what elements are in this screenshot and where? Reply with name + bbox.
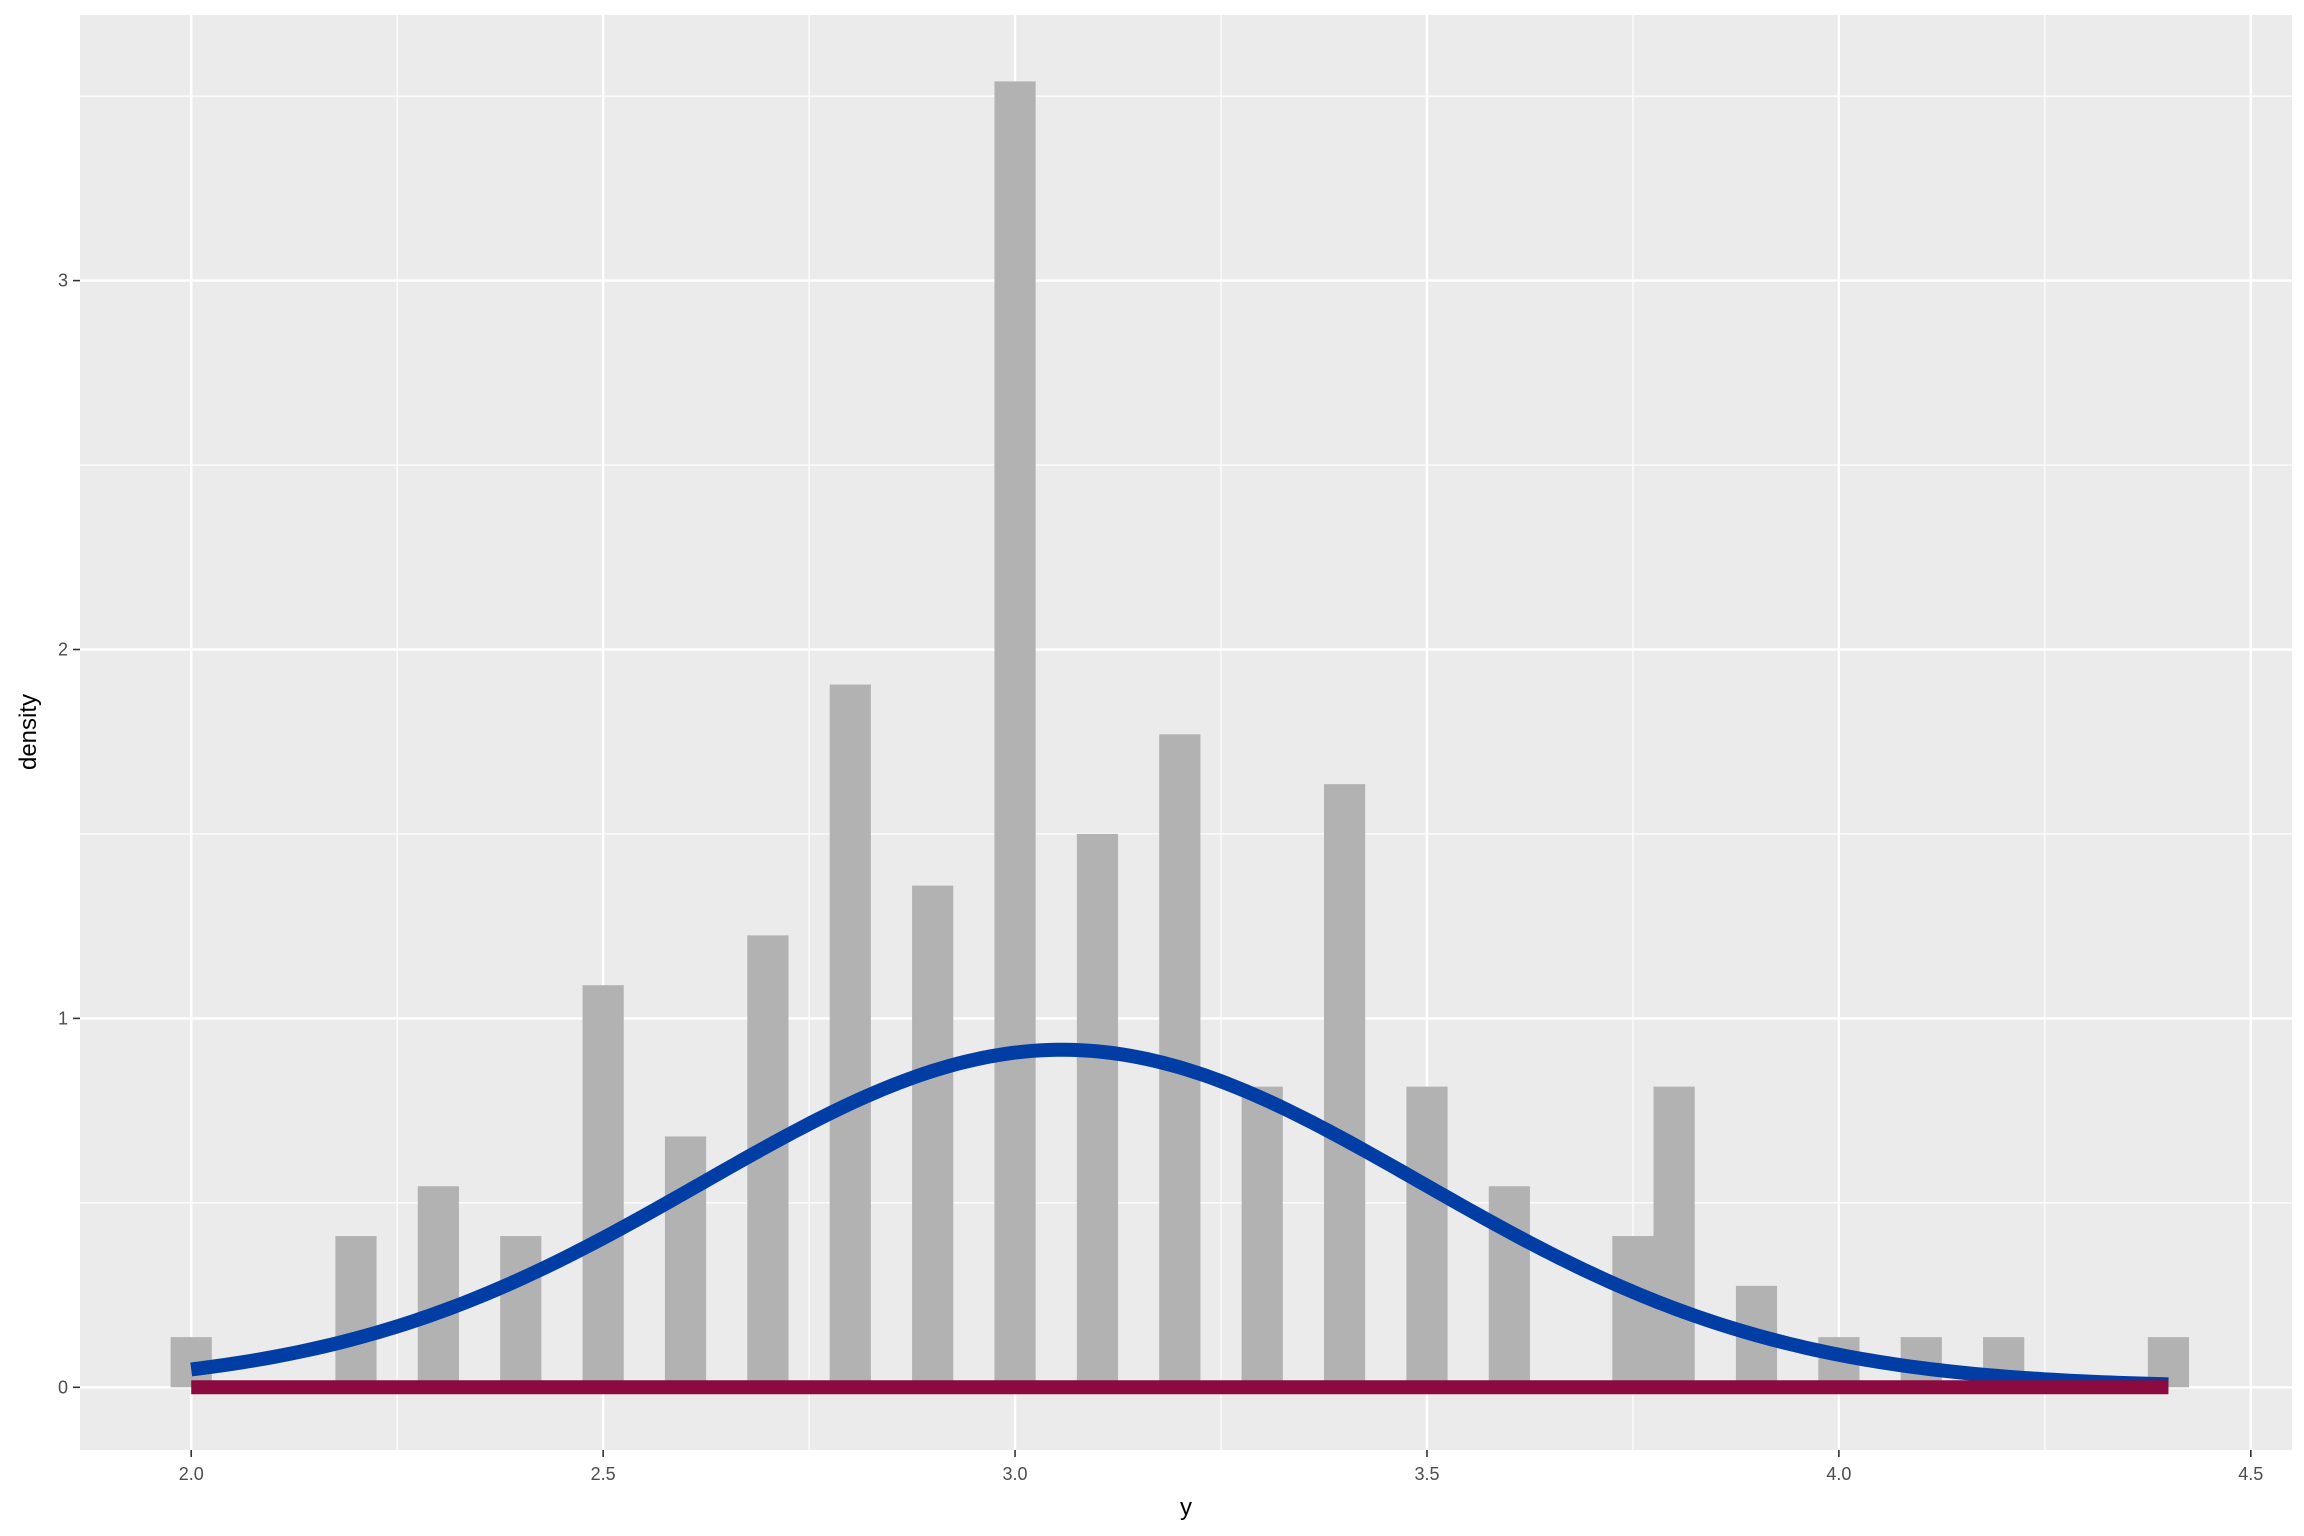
y-tick-label: 0 <box>58 1377 68 1397</box>
histogram-bar <box>912 885 954 1388</box>
histogram-bar <box>582 985 624 1388</box>
histogram-bar <box>1653 1086 1695 1388</box>
y-tick-label: 2 <box>58 639 68 659</box>
histogram-bar <box>664 1136 707 1388</box>
x-tick-label: 4.0 <box>1826 1464 1851 1484</box>
histogram-bars <box>170 81 2190 1388</box>
y-tick-label: 1 <box>58 1008 68 1028</box>
x-axis-title: y <box>1180 1494 1192 1521</box>
x-tick-label: 4.5 <box>2238 1464 2263 1484</box>
histogram-bar <box>994 81 1036 1388</box>
x-tick-label: 2.5 <box>591 1464 616 1484</box>
histogram-bar <box>417 1186 459 1388</box>
density-curve <box>190 1042 2169 1392</box>
histogram-bar <box>1076 833 1119 1388</box>
x-tick-label: 2.0 <box>179 1464 204 1484</box>
histogram-bar <box>335 1236 377 1388</box>
histogram-bar <box>1241 1086 1283 1388</box>
x-tick-label: 3.0 <box>1003 1464 1028 1484</box>
y-tick-label: 3 <box>58 271 68 291</box>
y-axis-ticks: 0 1 2 3 <box>58 271 80 1397</box>
histogram-bar <box>500 1236 542 1388</box>
histogram-bar <box>1323 784 1366 1388</box>
histogram-bar <box>1406 1086 1448 1388</box>
histogram-bar <box>829 684 871 1388</box>
x-tick-label: 3.5 <box>1414 1464 1439 1484</box>
x-axis-ticks: 2.0 2.5 3.0 3.5 4.0 4.5 <box>179 1450 2263 1484</box>
histogram-bar <box>1612 1236 1654 1388</box>
y-axis-title: density <box>15 694 42 770</box>
